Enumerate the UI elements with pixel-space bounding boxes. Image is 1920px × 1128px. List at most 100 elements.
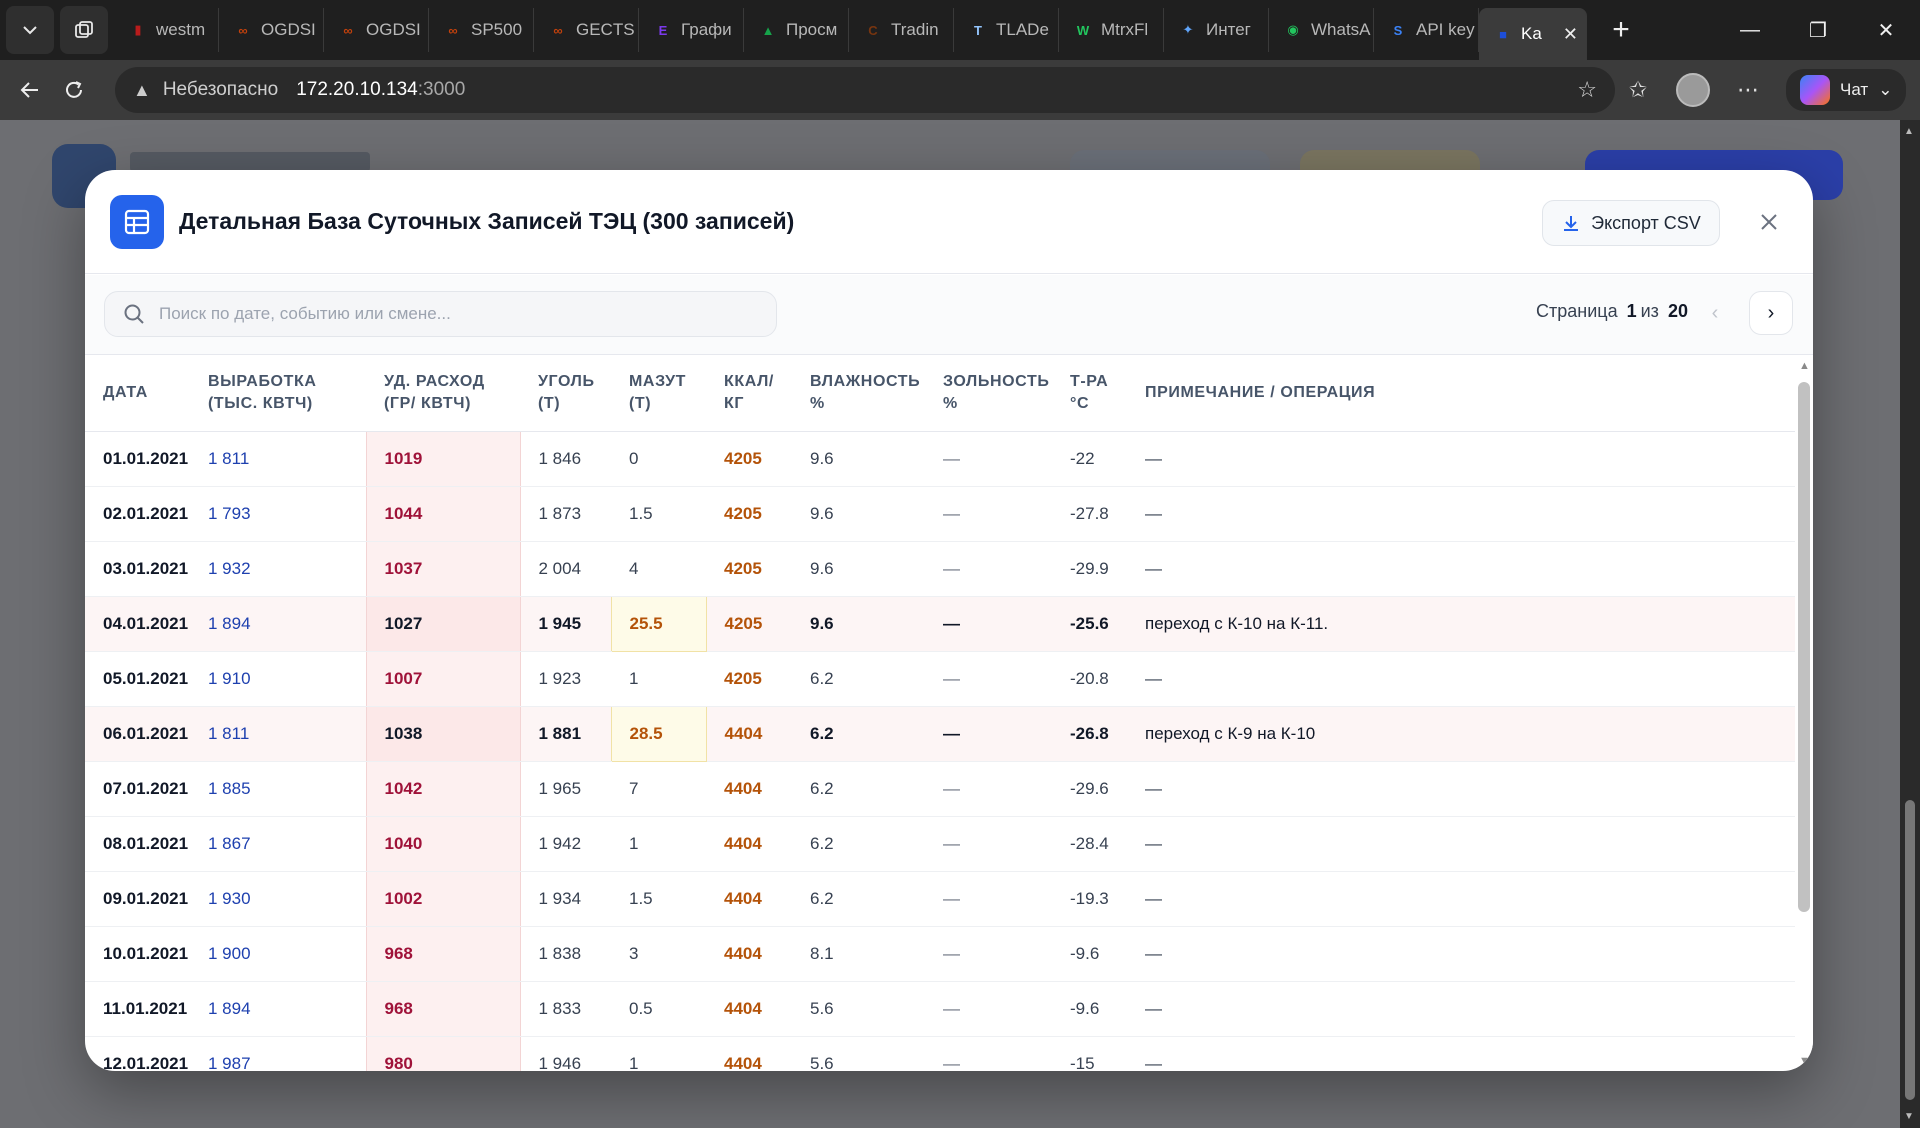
browser-tab[interactable]: ▮ westm — [114, 8, 219, 52]
table-row[interactable]: 10.01.2021 1 900 968 1 838 3 4404 8.1— -9.6— — [85, 926, 1795, 982]
table-scroll-thumb[interactable] — [1798, 382, 1810, 912]
scroll-down-icon[interactable]: ▼ — [1904, 1111, 1914, 1122]
browser-tab[interactable]: ∞ SP500 — [429, 8, 534, 52]
address-field[interactable]: ▲ Небезопасно 172.20.10.134:3000 ☆ — [115, 67, 1615, 113]
table-row[interactable]: 04.01.2021 1 894 1027 1 945 25.5 4205 9.6— -25.… — [85, 595, 1795, 652]
cell-date: 11.01.2021 — [85, 981, 190, 1037]
column-header[interactable]: МАЗУТ (Т) — [611, 356, 706, 432]
tab-label: Ka — [1521, 24, 1542, 43]
browser-tab[interactable]: ∞ OGDSI — [324, 8, 429, 52]
close-tab-icon[interactable]: ✕ — [1562, 23, 1578, 44]
modal-close-button[interactable] — [1751, 204, 1787, 240]
restore-button[interactable]: ❐ — [1784, 0, 1852, 60]
browser-tab[interactable]: C Tradin — [849, 8, 954, 52]
tab-actions-button[interactable] — [6, 6, 54, 54]
favorites-button[interactable]: ✩ — [1620, 72, 1656, 108]
records-table-container[interactable]: ДАТА ВЫРАБОТКА (ТЫС. КВТЧ) УД. РАСХОД (ГР/… — [85, 356, 1795, 1071]
star-icon[interactable]: ☆ — [1577, 77, 1597, 102]
close-icon: ✕ — [1877, 19, 1895, 42]
cell-generation: 1 900 — [190, 926, 366, 982]
browser-tab[interactable]: ▲ Просм — [744, 8, 849, 52]
cell-temperature: -29.6 — [1052, 761, 1127, 817]
cell-specific-consumption: 1042 — [365, 761, 521, 817]
warning-icon[interactable]: ▲ — [133, 79, 151, 100]
chevron-down-icon: ⌄ — [1878, 80, 1893, 99]
cell-coal: 1 923 — [520, 651, 611, 707]
column-header[interactable]: ЗОЛЬНОСТЬ % — [925, 356, 1052, 432]
column-header[interactable]: ВЛАЖНОСТЬ % — [792, 356, 925, 432]
browser-tab[interactable]: ◉ WhatsA — [1269, 8, 1374, 52]
back-button[interactable] — [8, 68, 52, 112]
table-scrollbar[interactable]: ▲ ▼ — [1795, 356, 1813, 1071]
cell-coal: 1 833 — [520, 981, 611, 1037]
cell-temperature: -27.8 — [1052, 486, 1127, 542]
table-row[interactable]: 05.01.2021 1 910 1007 1 923 1 4205 6.2— -20.8— — [85, 651, 1795, 707]
cell-mazut: 28.5 — [610, 705, 707, 762]
table-row[interactable]: 09.01.2021 1 930 1002 1 934 1.5 4404 6.2— -19.3… — [85, 871, 1795, 927]
page-scroll-thumb[interactable] — [1905, 800, 1915, 1100]
column-header[interactable]: ПРИМЕЧАНИЕ / ОПЕРАЦИЯ — [1127, 356, 1795, 432]
s-icon: S — [1393, 22, 1403, 38]
tab-label: GECTS — [576, 20, 635, 39]
new-tab-button[interactable]: + — [1597, 6, 1645, 54]
page-scrollbar[interactable]: ▲ ▼ — [1900, 120, 1920, 1128]
browser-tab[interactable]: ∞ OGDSI — [219, 8, 324, 52]
browser-tab[interactable]: W MtrxFl — [1059, 8, 1164, 52]
cell-temperature: -26.8 — [1052, 706, 1127, 762]
column-header[interactable]: УГОЛЬ (Т) — [520, 356, 611, 432]
column-header[interactable]: УД. РАСХОД (ГР/ КВТЧ) — [366, 356, 520, 432]
tab-label: SP500 — [471, 20, 523, 39]
cell-date: 05.01.2021 — [85, 651, 190, 707]
scroll-up-icon[interactable]: ▲ — [1799, 360, 1810, 372]
export-csv-button[interactable]: Экспорт CSV — [1542, 200, 1720, 246]
browser-tab[interactable]: E Графи — [639, 8, 744, 52]
table-row[interactable]: 01.01.2021 1 811 1019 1 846 0 4205 9.6— -22— — [85, 431, 1795, 487]
close-window-button[interactable]: ✕ — [1852, 0, 1920, 60]
more-button[interactable]: ⋯ — [1730, 72, 1766, 108]
table-row[interactable]: 02.01.2021 1 793 1044 1 873 1.5 4205 9.6— -27.8… — [85, 486, 1795, 542]
cell-generation: 1 930 — [190, 871, 366, 927]
scroll-down-icon[interactable]: ▼ — [1799, 1055, 1810, 1067]
table-row[interactable]: 12.01.2021 1 987 980 1 946 1 4404 5.6— -15— — [85, 1036, 1795, 1071]
browser-tab[interactable]: T TLADe — [954, 8, 1059, 52]
next-page-button[interactable]: › — [1749, 291, 1793, 335]
cell-humidity: 9.6 — [792, 431, 925, 487]
tab-strip: ▮ westm ∞ OGDSI ∞ OGDSI ∞ SP500 ∞ GECTS E Графи ▲ Про… — [0, 0, 1920, 60]
table-row[interactable]: 08.01.2021 1 867 1040 1 942 1 4404 6.2— -28.4— — [85, 816, 1795, 872]
column-header[interactable]: ДАТА — [85, 356, 190, 432]
whatsapp-icon: ◉ — [1287, 22, 1299, 37]
page-middle: из — [1640, 301, 1659, 321]
background-title — [130, 152, 370, 172]
browser-tab[interactable]: ∞ GECTS — [534, 8, 639, 52]
scroll-up-icon[interactable]: ▲ — [1904, 126, 1914, 137]
w-icon: W — [1076, 22, 1090, 38]
reload-button[interactable] — [52, 68, 96, 112]
table-row[interactable]: 03.01.2021 1 932 1037 2 004 4 4205 9.6— -29.9— — [85, 541, 1795, 597]
table-row[interactable]: 07.01.2021 1 885 1042 1 965 7 4404 6.2— -29.6— — [85, 761, 1795, 817]
prev-page-button[interactable]: ‹ — [1693, 291, 1737, 335]
cell-ash: — — [925, 761, 1052, 817]
chat-button[interactable]: Чат ⌄ — [1786, 69, 1907, 111]
cell-specific-consumption: 1038 — [365, 706, 521, 762]
doc-icon: E — [658, 22, 668, 38]
browser-tab[interactable]: ■ Ka ✕ — [1479, 8, 1587, 60]
cell-ash: — — [925, 486, 1052, 542]
column-header[interactable]: ККАЛ/ КГ — [706, 356, 792, 432]
table-row[interactable]: 11.01.2021 1 894 968 1 833 0.5 4404 5.6— -9.6— — [85, 981, 1795, 1037]
browser-tab[interactable]: ✦ Интег — [1164, 8, 1269, 52]
search-input[interactable] — [159, 304, 719, 324]
cell-coal: 2 004 — [520, 541, 611, 597]
profile-avatar[interactable] — [1676, 73, 1710, 107]
column-header[interactable]: ВЫРАБОТКА (ТЫС. КВТЧ) — [190, 356, 366, 432]
column-header[interactable]: Т-РА °С — [1052, 356, 1127, 432]
minimize-button[interactable]: — — [1716, 0, 1784, 60]
cell-humidity: 6.2 — [792, 651, 925, 707]
cell-ash: — — [925, 816, 1052, 872]
arrow-left-icon — [20, 82, 38, 98]
cell-mazut: 1 — [611, 651, 706, 707]
t-icon: T — [974, 22, 982, 38]
table-row[interactable]: 06.01.2021 1 811 1038 1 881 28.5 4404 6.2— -26.… — [85, 705, 1795, 762]
search-box[interactable] — [104, 291, 777, 337]
browser-tab[interactable]: S API key — [1374, 8, 1479, 52]
workspaces-button[interactable] — [60, 6, 108, 54]
